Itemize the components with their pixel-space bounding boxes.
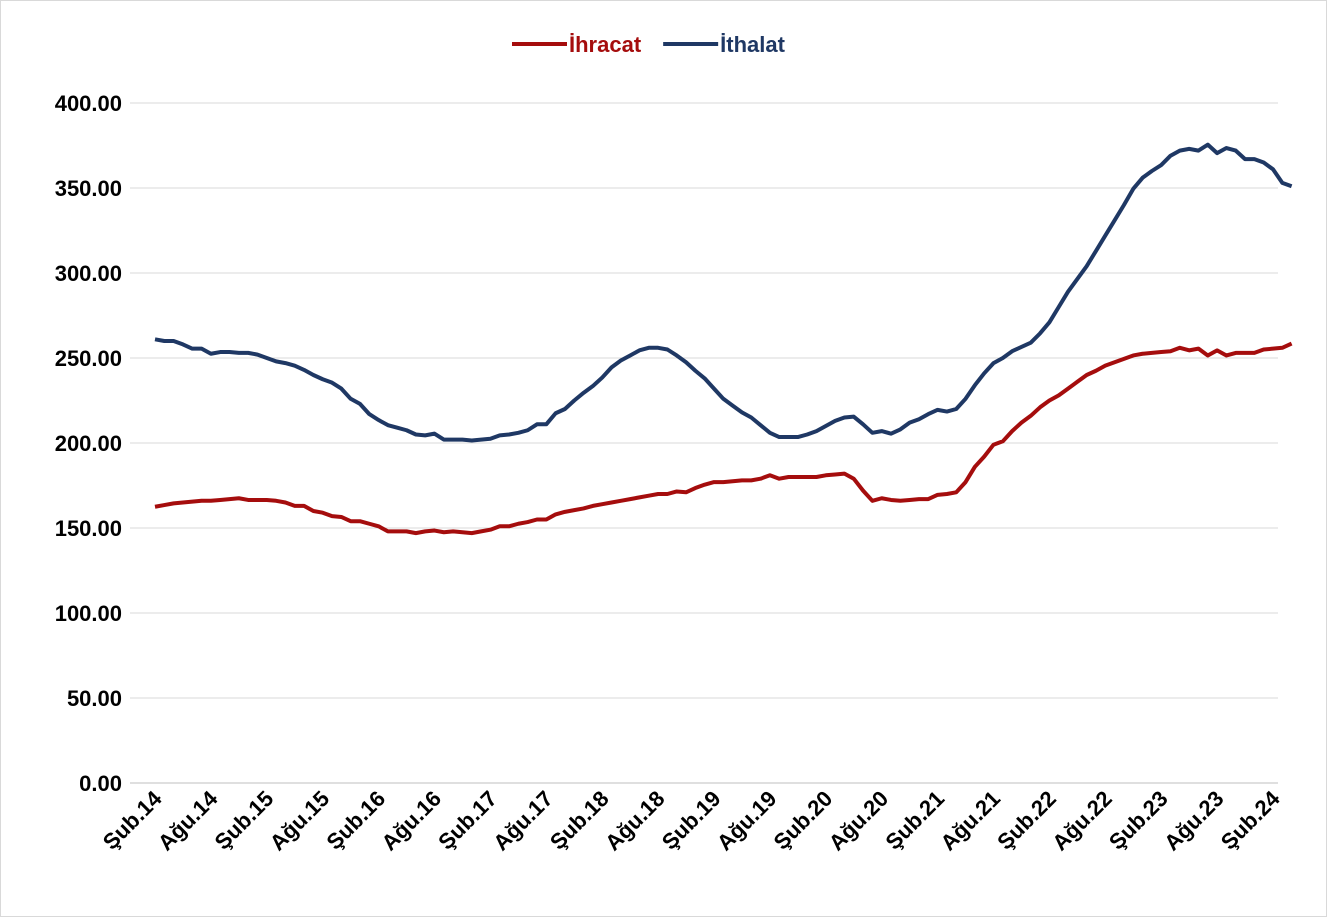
- y-tick-label: 250.00: [55, 346, 122, 371]
- line-series: [154, 142, 1293, 443]
- legend-label: İhracat: [569, 32, 642, 57]
- y-tick-label: 400.00: [55, 91, 122, 116]
- line-series: [154, 341, 1293, 536]
- legend-label: İthalat: [720, 32, 785, 57]
- y-tick-label: 150.00: [55, 516, 122, 541]
- y-tick-label: 350.00: [55, 176, 122, 201]
- y-tick-label: 200.00: [55, 431, 122, 456]
- y-tick-label: 0.00: [79, 771, 122, 796]
- y-tick-label: 100.00: [55, 601, 122, 626]
- y-tick-label: 50.00: [67, 686, 122, 711]
- y-tick-label: 300.00: [55, 261, 122, 286]
